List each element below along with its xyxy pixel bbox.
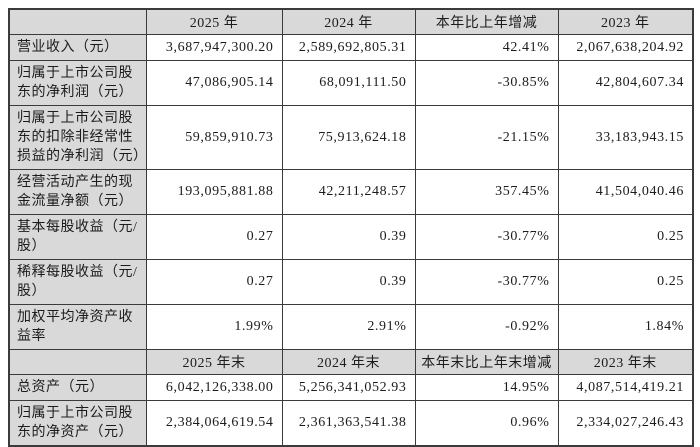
row-label-cell: 稀释每股收益（元/股） [8, 259, 147, 305]
row-label-cell: 营业收入（元） [8, 34, 147, 61]
value-cell: 0.27 [145, 214, 283, 260]
period-header-cell: 2024 年 [281, 8, 416, 35]
table-row: 加权平均净资产收益率 1.99% 2.91% -0.92% 1.84% [8, 304, 694, 350]
table-row: 营业收入（元） 3,687,947,300.20 2,589,692,805.31 4… [8, 34, 694, 61]
value-cell: 357.45% [414, 169, 559, 215]
period-header-cell: 本年末比上年末增减 [414, 349, 559, 375]
value-cell: 33,183,943.15 [557, 105, 694, 170]
value-cell: 47,086,905.14 [145, 60, 283, 106]
value-cell: 0.96% [414, 400, 559, 447]
value-cell: 4,087,514,419.21 [557, 374, 694, 401]
value-cell: 75,913,624.18 [281, 105, 416, 170]
value-cell: -30.85% [414, 60, 559, 106]
table-row: 稀释每股收益（元/股） 0.27 0.39 -30.77% 0.25 [8, 259, 694, 305]
value-cell: 68,091,111.50 [281, 60, 416, 106]
row-label-cell: 基本每股收益（元/股） [8, 214, 147, 260]
row-label-cell: 归属于上市公司股东的净资产（元） [8, 400, 147, 447]
value-cell: 0.25 [557, 214, 694, 260]
period-header-cell: 2023 年末 [557, 349, 694, 375]
period-header-cell: 2025 年末 [145, 349, 283, 375]
value-cell: -21.15% [414, 105, 559, 170]
row-label-cell: 总资产（元） [8, 374, 147, 401]
value-cell: 1.84% [557, 304, 694, 350]
period-header-cell: 2025 年 [145, 8, 283, 35]
row-label-cell: 归属于上市公司股东的扣除非经常性损益的净利润（元） [8, 105, 147, 170]
value-cell: 42,804,607.34 [557, 60, 694, 106]
period-header-cell: 本年比上年增减 [414, 8, 559, 35]
financial-table-body: 2025 年 2024 年本年比上年增减 2023 年营业收入（元） 3,687,94… [8, 8, 694, 447]
value-cell: 0.27 [145, 259, 283, 305]
value-cell: 6,042,126,338.00 [145, 374, 283, 401]
value-cell: 59,859,910.73 [145, 105, 283, 170]
financial-summary-table: 2025 年 2024 年本年比上年增减 2023 年营业收入（元） 3,687,94… [8, 8, 694, 447]
value-cell: 193,095,881.88 [145, 169, 283, 215]
value-cell: 5,256,341,052.93 [281, 374, 416, 401]
value-cell: 42,211,248.57 [281, 169, 416, 215]
corner-cell [8, 349, 147, 375]
corner-cell [8, 8, 147, 35]
value-cell: 2,589,692,805.31 [281, 34, 416, 61]
period-header-cell: 2024 年末 [281, 349, 416, 375]
table-row: 基本每股收益（元/股） 0.27 0.39 -30.77% 0.25 [8, 214, 694, 260]
value-cell: 1.99% [145, 304, 283, 350]
table-row: 总资产（元） 6,042,126,338.00 5,256,341,052.93 14… [8, 374, 694, 401]
period-header-row: 2025 年 2024 年本年比上年增减 2023 年 [8, 8, 694, 35]
value-cell: 0.39 [281, 214, 416, 260]
period-header-row: 2025 年末 2024 年末 本年末比上年末增减 2023 年末 [8, 349, 694, 375]
table-row: 经营活动产生的现金流量净额（元） 193,095,881.88 42,211,248… [8, 169, 694, 215]
period-header-cell: 2023 年 [557, 8, 694, 35]
table-row: 归属于上市公司股东的净资产（元） 2,384,064,619.54 2,361,36… [8, 400, 694, 447]
value-cell: 0.25 [557, 259, 694, 305]
value-cell: -0.92% [414, 304, 559, 350]
row-label-cell: 加权平均净资产收益率 [8, 304, 147, 350]
value-cell: -30.77% [414, 214, 559, 260]
value-cell: 2,334,027,246.43 [557, 400, 694, 447]
value-cell: 41,504,040.46 [557, 169, 694, 215]
value-cell: 2,067,638,204.92 [557, 34, 694, 61]
value-cell: 2,361,363,541.38 [281, 400, 416, 447]
row-label-cell: 经营活动产生的现金流量净额（元） [8, 169, 147, 215]
value-cell: 3,687,947,300.20 [145, 34, 283, 61]
table-row: 归属于上市公司股东的扣除非经常性损益的净利润（元） 59,859,910.73 75… [8, 105, 694, 170]
value-cell: 14.95% [414, 374, 559, 401]
row-label-cell: 归属于上市公司股东的净利润（元） [8, 60, 147, 106]
value-cell: 2,384,064,619.54 [145, 400, 283, 447]
financial-summary: 2025 年 2024 年本年比上年增减 2023 年营业收入（元） 3,687,94… [8, 8, 694, 447]
value-cell: -30.77% [414, 259, 559, 305]
value-cell: 2.91% [281, 304, 416, 350]
table-row: 归属于上市公司股东的净利润（元） 47,086,905.14 68,091,111.… [8, 60, 694, 106]
value-cell: 0.39 [281, 259, 416, 305]
value-cell: 42.41% [414, 34, 559, 61]
